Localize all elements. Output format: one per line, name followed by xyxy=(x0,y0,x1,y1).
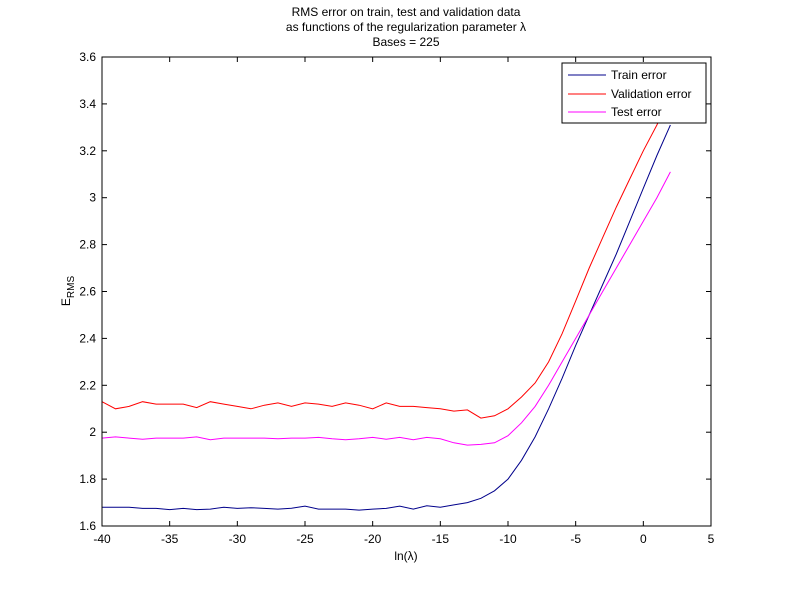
y-tick-label: 2 xyxy=(89,425,96,439)
x-tick-label: -30 xyxy=(229,532,247,546)
y-tick-label: 2.6 xyxy=(79,285,96,299)
legend-label-test: Test error xyxy=(611,105,662,119)
y-tick-label: 2.2 xyxy=(79,378,96,392)
x-tick-label: -35 xyxy=(161,532,179,546)
y-axis-label-main: E xyxy=(59,298,73,306)
train-error-line xyxy=(102,124,671,511)
x-tick-label: 5 xyxy=(708,532,715,546)
series-layer xyxy=(102,96,671,511)
legend-label-train: Train error xyxy=(611,68,667,82)
y-tick-label: 2.8 xyxy=(79,238,96,252)
x-tick-label: -25 xyxy=(296,532,314,546)
x-tick-label: 0 xyxy=(640,532,647,546)
chart-title-line-3: Bases = 225 xyxy=(372,35,439,49)
validation-error-line xyxy=(102,96,671,419)
y-axis-label-subscript: RMS xyxy=(66,276,77,299)
x-tick-label: -40 xyxy=(93,532,111,546)
y-tick-label: 3.2 xyxy=(79,144,96,158)
y-tick-label: 1.8 xyxy=(79,472,96,486)
x-tick-label: -5 xyxy=(570,532,581,546)
x-tick-label: -10 xyxy=(499,532,517,546)
legend-box xyxy=(561,62,707,124)
svg-text:ERMS: ERMS xyxy=(59,276,77,307)
y-tick-label: 3.4 xyxy=(79,97,96,111)
plot-background xyxy=(102,57,711,526)
x-tick-label: -15 xyxy=(432,532,450,546)
legend-label-validation: Validation error xyxy=(611,87,691,101)
plot-frame xyxy=(101,56,712,527)
test-error-line xyxy=(102,171,671,446)
y-tick-label: 1.6 xyxy=(79,519,96,533)
y-axis-label: ERMS xyxy=(59,276,77,307)
y-tick-label: 2.4 xyxy=(79,331,96,345)
y-tick-label: 3 xyxy=(89,191,96,205)
ticks-layer: -40 -35 -30 -25 -20 -15 -10 -5 0 5 1.6 1.8 2 2.2 2.4 2.… xyxy=(79,50,714,546)
legend: Train error Validation error Test error xyxy=(561,62,707,124)
chart-title-line-2: as functions of the regularization param… xyxy=(286,20,526,34)
y-tick-label: 3.6 xyxy=(79,50,96,64)
chart-title-line-1: RMS error on train, test and validation … xyxy=(292,5,521,19)
x-axis-label: ln(λ) xyxy=(394,549,417,563)
x-tick-label: -20 xyxy=(364,532,382,546)
